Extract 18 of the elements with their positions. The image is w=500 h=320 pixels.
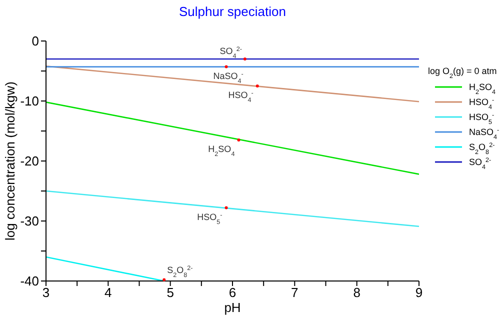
legend-title: log O$_{2}$(g) = 0 atm xyxy=(428,66,497,80)
x-tick-label: 7 xyxy=(291,285,298,300)
legend-label: H$_{2}$SO$_{4}$ xyxy=(469,82,496,96)
annotation: H$_{2}$SO$_{4}$ xyxy=(208,144,236,158)
x-tick-label: 9 xyxy=(415,285,423,300)
x-tick-label: 4 xyxy=(104,285,112,300)
chart-title: Sulphur speciation xyxy=(178,4,287,19)
y-tick-label: -40 xyxy=(20,274,39,289)
x-tick-label: 3 xyxy=(42,285,50,300)
y-tick-label: -10 xyxy=(20,94,39,109)
y-tick-label: -30 xyxy=(20,214,39,229)
x-tick-label: 6 xyxy=(228,285,236,300)
x-tick-label: 5 xyxy=(166,285,174,300)
x-axis-title: pH xyxy=(224,300,241,315)
y-axis-title: log concentration (mol/kgw) xyxy=(2,82,18,240)
x-tick-label: 8 xyxy=(353,285,360,300)
y-tick-label: -20 xyxy=(20,154,39,169)
y-tick-label: 0 xyxy=(32,34,39,49)
